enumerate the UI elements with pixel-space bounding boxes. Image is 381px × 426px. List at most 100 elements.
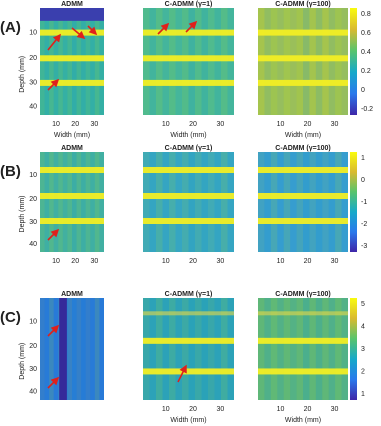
panel-title: ADMM [61, 291, 83, 298]
heatmap-stripe [53, 8, 59, 115]
heatmap-stripe [58, 152, 63, 252]
colorbar-tick-label: 0 [361, 177, 365, 184]
heatmap-stripe [162, 298, 169, 400]
inclusion-band [258, 193, 348, 199]
x-tick-label: 10 [277, 406, 285, 413]
heatmap-stripe [315, 298, 323, 400]
heatmap-stripe [309, 298, 316, 400]
heatmap-stripe [277, 298, 284, 400]
heatmap-stripe [258, 298, 265, 400]
heatmap-stripe [85, 298, 91, 400]
heatmap-stripe [214, 298, 221, 400]
heatmap-stripe [277, 8, 284, 115]
heatmap-stripe [162, 8, 169, 115]
colorbar-tick-label: -0.2 [361, 106, 373, 113]
x-tick-label: 20 [189, 258, 197, 265]
panel-title: C-ADMM (γ=1) [165, 145, 213, 152]
heatmap-stripe [303, 8, 310, 115]
row-label: (A) [0, 19, 21, 36]
heatmap-stripe [290, 298, 297, 400]
heatmap-stripe [290, 8, 297, 115]
colorbar-tick-label: 4 [361, 323, 365, 330]
heatmap-stripe [188, 298, 195, 400]
heatmap-stripe [341, 8, 348, 115]
heatmap-stripe [290, 152, 297, 252]
inclusion-band [258, 311, 348, 316]
colorbar-tick-label: 5 [361, 301, 365, 308]
heatmap-stripe [182, 298, 189, 400]
heatmap-stripe [335, 152, 342, 252]
heatmap-stripe [341, 298, 348, 400]
heatmap-stripe [85, 152, 91, 252]
inclusion-band [143, 337, 234, 344]
heatmap-stripe [208, 298, 215, 400]
heatmap-stripe [143, 8, 150, 115]
x-tick-label: 10 [277, 258, 285, 265]
heatmap-stripe [188, 152, 195, 252]
heatmap-stripe [99, 152, 104, 252]
heatmap-stripe [296, 298, 303, 400]
y-tick-label: 20 [29, 343, 37, 350]
y-tick-label: 10 [29, 318, 37, 325]
inclusion-band [143, 79, 234, 86]
heatmap-stripe [303, 152, 310, 252]
heatmap-stripe [67, 8, 72, 115]
x-tick-label: 10 [162, 121, 170, 128]
heatmap-stripe [214, 8, 221, 115]
x-axis-label: Width (mm) [285, 132, 321, 139]
heatmap-stripe [264, 8, 271, 115]
heatmap-stripe [76, 152, 82, 252]
colorbar-tick-label: -1 [361, 199, 367, 206]
heatmap-stripe [182, 8, 189, 115]
x-tick-label: 10 [162, 406, 170, 413]
heatmap-stripe [328, 8, 336, 115]
heatmap-stripe [195, 8, 202, 115]
inclusion-band [258, 368, 348, 375]
heatmap-stripe [99, 8, 104, 115]
heatmap-stripe [156, 298, 163, 400]
y-tick-label: 30 [29, 366, 37, 373]
heatmap-stripe [44, 8, 50, 115]
heatmap-stripe [277, 152, 284, 252]
colorbar [350, 298, 357, 400]
y-tick-label: 20 [29, 196, 37, 203]
inclusion-band [40, 193, 104, 199]
heatmap-stripe [227, 298, 234, 400]
heatmap-stripe [258, 8, 265, 115]
heatmap-stripe [94, 8, 100, 115]
x-tick-label: 30 [91, 258, 99, 265]
heatmap-stripe [296, 152, 303, 252]
heatmap-stripe [195, 152, 202, 252]
inclusion-band [143, 368, 234, 375]
heatmap-stripe [40, 298, 45, 400]
inclusion-band [143, 218, 234, 224]
inclusion-band [40, 167, 104, 173]
x-axis-label: Width (mm) [54, 132, 90, 139]
colorbar [350, 152, 357, 252]
heatmap-stripe [270, 152, 278, 252]
panel-title: C-ADMM (γ=100) [275, 145, 330, 152]
panel-title: C-ADMM (γ=100) [275, 291, 330, 298]
heatmap-stripe [67, 298, 72, 400]
x-axis-label: Width (mm) [170, 132, 206, 139]
heatmap-stripe [58, 8, 63, 115]
heatmap-stripe [214, 152, 221, 252]
x-axis-label: Width (mm) [285, 417, 321, 424]
x-tick-label: 20 [304, 258, 312, 265]
heatmap-stripe [169, 298, 176, 400]
heatmap-stripe [162, 152, 169, 252]
inclusion-band [258, 29, 348, 36]
y-tick-label: 30 [29, 80, 37, 87]
heatmap-stripe [72, 152, 77, 252]
heatmap-stripe [76, 298, 82, 400]
colorbar-tick-label: 0.2 [361, 68, 371, 75]
heatmap-stripe [221, 152, 228, 252]
heatmap-stripe [335, 298, 342, 400]
heatmap-stripe [322, 298, 329, 400]
heatmap-stripe [49, 152, 54, 252]
heatmap-stripe [62, 8, 68, 115]
arrow [87, 25, 98, 36]
inclusion-band [143, 55, 234, 62]
heatmap-stripe [149, 8, 156, 115]
panel-title: ADMM [61, 145, 83, 152]
